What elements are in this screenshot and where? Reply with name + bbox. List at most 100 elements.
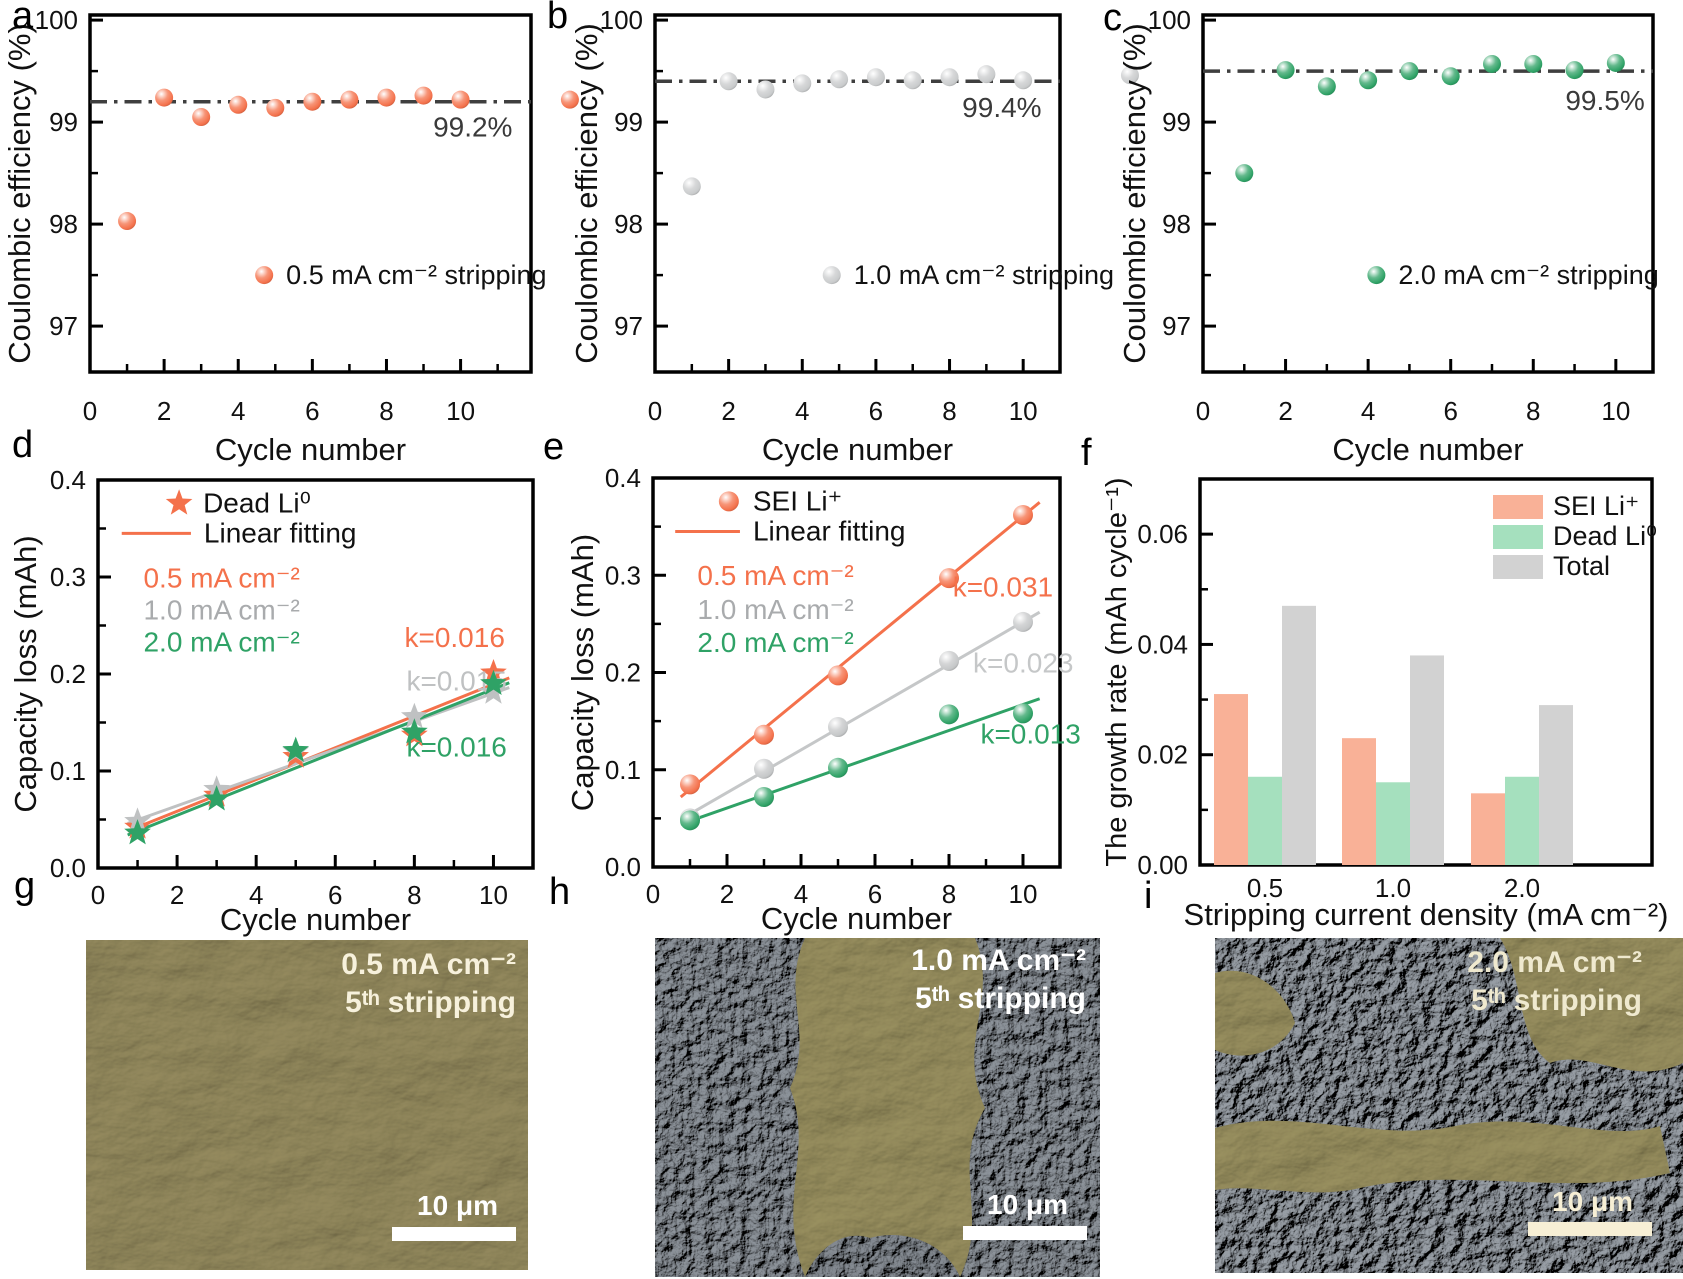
sem-texture-foil-topleft <box>1215 970 1295 1056</box>
panel-a-chart: 97 98 99 100 0 2 4 6 8 10 Cycle number Coulombic ef… <box>2 5 579 467</box>
scale-bar-h <box>963 1226 1087 1240</box>
data-point-marker <box>680 810 700 831</box>
data-point-marker <box>480 678 507 704</box>
x-tick-label: 4 <box>795 396 809 426</box>
sem-texture-porous-bottom <box>805 1234 960 1277</box>
y-tick-label: 97 <box>49 311 78 341</box>
data-point-marker <box>866 68 885 87</box>
data-point-marker <box>940 68 959 87</box>
data-point-marker <box>192 108 211 126</box>
x-tick-label: 8 <box>379 396 393 426</box>
sem-label-i-line1: 2.0 mA cm⁻² <box>1467 946 1642 979</box>
condition-label: 1.0 mA cm⁻² <box>143 595 299 626</box>
panel-letter-a: a <box>12 0 34 37</box>
reference-line-label: 99.5% <box>1565 85 1644 116</box>
x-axis-title: Cycle number <box>762 432 953 467</box>
y-tick-label: 0.06 <box>1137 519 1188 549</box>
data-point-marker <box>118 212 137 231</box>
panel-letter-g: g <box>14 865 36 907</box>
scale-bar-label-g: 10 μm <box>417 1190 498 1221</box>
sem-label-h: 1.0 mA cm⁻² 5ᵗʰ stripping <box>806 942 1086 1018</box>
data-point-marker <box>1013 504 1033 525</box>
legend-label: Linear fitting <box>204 517 357 548</box>
data-point-marker <box>1013 703 1033 724</box>
y-axis-title: Capacity loss (mAh) <box>8 535 43 812</box>
data-point-marker <box>377 88 396 107</box>
data-point-marker <box>1565 61 1584 80</box>
axes-frame <box>88 13 533 374</box>
x-axis-title: Cycle number <box>215 432 406 467</box>
sem-label-g-line2: 5ᵗʰ stripping <box>345 986 516 1019</box>
x-tick-label: 4 <box>231 396 245 426</box>
panel-letter-h: h <box>549 871 571 913</box>
y-tick-label: 99 <box>1162 107 1191 137</box>
slope-annotation: k=0.016 <box>406 731 506 762</box>
condition-label: 2.0 mA cm⁻² <box>143 627 299 658</box>
data-point-marker-overflow <box>560 90 579 109</box>
legend-marker <box>165 489 193 515</box>
y-tick-label: 97 <box>614 311 643 341</box>
y-tick-label: 0.1 <box>50 756 86 786</box>
fit-line <box>680 610 1041 821</box>
y-tick-label: 97 <box>1162 311 1191 341</box>
axes-frame <box>1201 13 1655 374</box>
x-category-label: 2.0 <box>1504 873 1540 903</box>
x-tick-label: 2 <box>170 880 184 910</box>
data-point-marker <box>1317 77 1336 96</box>
panel-letter-e: e <box>543 426 565 468</box>
data-point-marker <box>939 704 959 725</box>
x-tick-label: 6 <box>328 880 342 910</box>
y-tick-label: 0.0 <box>50 853 86 883</box>
legend-label: SEI Li⁺ <box>753 485 842 516</box>
bar-sei-0.5 <box>1214 694 1248 865</box>
scale-bar-g <box>392 1227 516 1241</box>
sem-texture-porous-right <box>960 938 1100 1277</box>
x-tick-label: 2 <box>157 396 171 426</box>
data-point-marker <box>828 716 848 737</box>
panel-letter-d: d <box>12 424 34 466</box>
x-tick-label: 8 <box>1526 396 1540 426</box>
bar-total-0.5 <box>1282 605 1316 865</box>
x-tick-label: 10 <box>446 396 475 426</box>
y-tick-label: 99 <box>49 107 78 137</box>
y-tick-label: 100 <box>600 5 643 35</box>
x-tick-label: 2 <box>720 879 734 909</box>
panel-letter-b: b <box>547 0 569 37</box>
sem-label-h-line1: 1.0 mA cm⁻² <box>911 944 1086 977</box>
data-point-marker <box>480 669 507 695</box>
y-axis-title: Coulombic efficiency (%) <box>1117 23 1152 364</box>
legend-label: SEI Li⁺ <box>1553 491 1639 521</box>
sem-label-i: 2.0 mA cm⁻² 5ᵗʰ stripping <box>1362 944 1642 1020</box>
y-tick-label: 0.0 <box>605 852 641 882</box>
y-tick-label: 0.4 <box>50 465 86 495</box>
data-point-marker-overflow <box>1120 66 1139 85</box>
reference-line-label: 99.2% <box>433 111 512 142</box>
x-tick-label: 6 <box>1443 396 1457 426</box>
reference-line-label: 99.4% <box>962 92 1041 123</box>
sem-image-i <box>1215 938 1683 1273</box>
data-point-marker <box>1524 54 1543 73</box>
slope-annotation: k=0.013 <box>980 718 1080 749</box>
legend-marker <box>1367 266 1386 285</box>
data-point-marker <box>754 786 774 807</box>
data-point-marker <box>401 718 428 744</box>
panel-letter-f: f <box>1081 432 1092 474</box>
y-tick-label: 98 <box>49 209 78 239</box>
y-axis-title: Capacity loss (mAh) <box>565 534 600 811</box>
x-axis-title: Cycle number <box>220 902 411 937</box>
panel-letter-i: i <box>1144 875 1153 917</box>
bar-total-1.0 <box>1410 655 1444 865</box>
bar-sei-2.0 <box>1471 793 1505 865</box>
y-tick-label: 0.1 <box>605 755 641 785</box>
data-point-marker <box>203 785 230 811</box>
y-tick-label: 0.4 <box>605 463 641 493</box>
y-tick-label: 0.2 <box>50 659 86 689</box>
y-tick-label: 0.3 <box>605 560 641 590</box>
fit-line <box>127 681 510 837</box>
y-axis-title: Coulombic efficiency (%) <box>2 23 37 364</box>
data-point-marker <box>1482 54 1501 73</box>
data-point-marker <box>754 758 774 779</box>
data-point-marker <box>754 724 774 745</box>
